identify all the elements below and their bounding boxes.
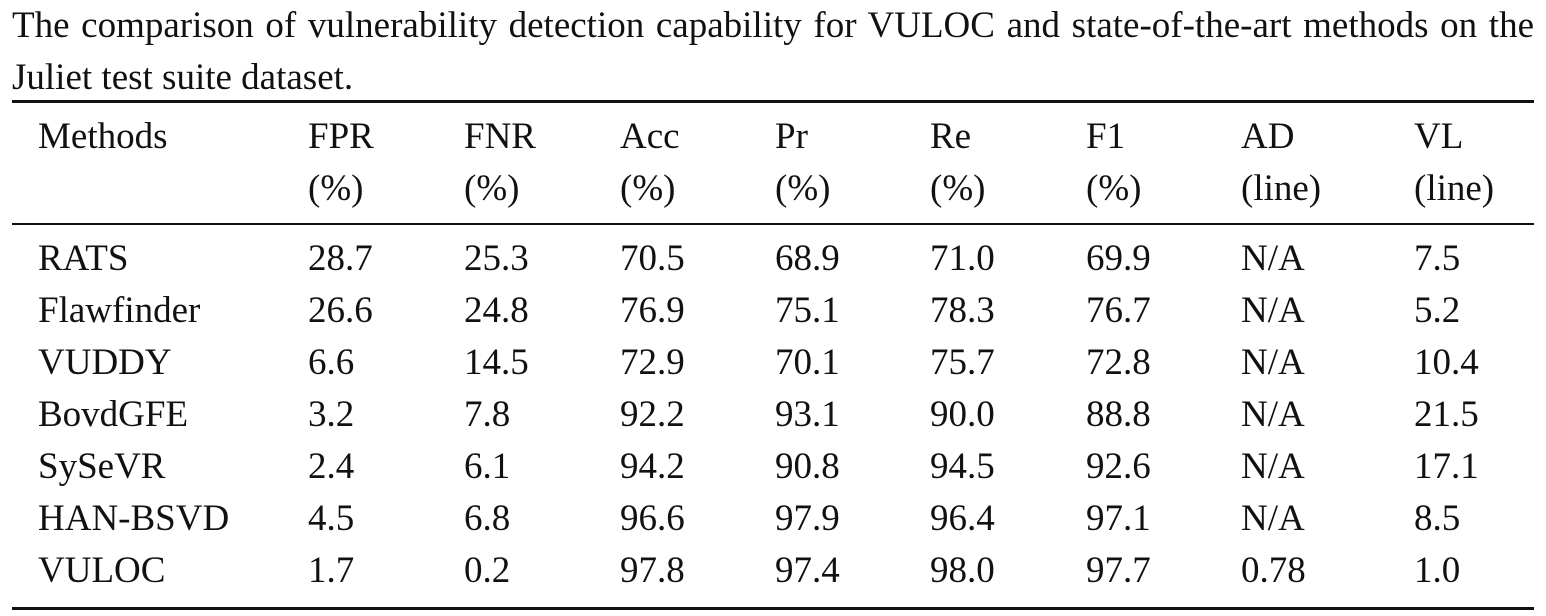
cell-vl: 17.1 bbox=[1414, 446, 1479, 487]
cell-acc: 76.9 bbox=[620, 290, 685, 331]
cell-vl: 7.5 bbox=[1414, 238, 1461, 279]
cell-method: Flawfinder bbox=[38, 290, 201, 331]
cell-fnr: 0.2 bbox=[464, 550, 511, 591]
cell-fpr: 2.4 bbox=[308, 446, 355, 487]
cell-pr: 93.1 bbox=[775, 394, 840, 435]
cell-pr: 70.1 bbox=[775, 342, 840, 383]
cell-re: 90.0 bbox=[930, 394, 995, 435]
cell-fnr: 25.3 bbox=[464, 238, 529, 279]
table-row: SySeVR 2.4 6.1 94.2 90.8 94.5 92.6 N/A 1… bbox=[0, 441, 1546, 493]
header-fnr: FNR (%) bbox=[464, 116, 536, 209]
cell-f1: 97.1 bbox=[1086, 498, 1151, 539]
table-row: BovdGFE 3.2 7.8 92.2 93.1 90.0 88.8 N/A … bbox=[0, 389, 1546, 441]
cell-acc: 92.2 bbox=[620, 394, 685, 435]
cell-fpr: 3.2 bbox=[308, 394, 355, 435]
cell-f1: 97.7 bbox=[1086, 550, 1151, 591]
cell-ad: N/A bbox=[1241, 446, 1305, 487]
cell-method: SySeVR bbox=[38, 446, 166, 487]
cell-acc: 72.9 bbox=[620, 342, 685, 383]
cell-method: VULOC bbox=[38, 550, 166, 591]
cell-vl: 1.0 bbox=[1414, 550, 1461, 591]
table-header-rule bbox=[12, 223, 1534, 225]
cell-acc: 96.6 bbox=[620, 498, 685, 539]
cell-re: 98.0 bbox=[930, 550, 995, 591]
cell-method: VUDDY bbox=[38, 342, 172, 383]
table-top-rule bbox=[12, 100, 1534, 103]
cell-vl: 10.4 bbox=[1414, 342, 1479, 383]
cell-method: RATS bbox=[38, 238, 129, 279]
cell-vl: 5.2 bbox=[1414, 290, 1461, 331]
cell-method: BovdGFE bbox=[38, 394, 189, 435]
table-row: RATS 28.7 25.3 70.5 68.9 71.0 69.9 N/A 7… bbox=[0, 233, 1546, 285]
cell-ad: N/A bbox=[1241, 342, 1305, 383]
cell-vl: 8.5 bbox=[1414, 498, 1461, 539]
cell-pr: 97.9 bbox=[775, 498, 840, 539]
table-row: Flawfinder 26.6 24.8 76.9 75.1 78.3 76.7… bbox=[0, 285, 1546, 337]
cell-re: 75.7 bbox=[930, 342, 995, 383]
cell-fnr: 7.8 bbox=[464, 394, 511, 435]
cell-f1: 69.9 bbox=[1086, 238, 1151, 279]
table-row: VUDDY 6.6 14.5 72.9 70.1 75.7 72.8 N/A 1… bbox=[0, 337, 1546, 389]
cell-re: 78.3 bbox=[930, 290, 995, 331]
cell-fpr: 28.7 bbox=[308, 238, 373, 279]
cell-acc: 97.8 bbox=[620, 550, 685, 591]
cell-fnr: 14.5 bbox=[464, 342, 529, 383]
header-pr: Pr (%) bbox=[775, 116, 831, 209]
cell-fnr: 6.1 bbox=[464, 446, 511, 487]
cell-pr: 90.8 bbox=[775, 446, 840, 487]
table-row: VULOC 1.7 0.2 97.8 97.4 98.0 97.7 0.78 1… bbox=[0, 545, 1546, 597]
cell-f1: 72.8 bbox=[1086, 342, 1151, 383]
cell-vl: 21.5 bbox=[1414, 394, 1479, 435]
header-fpr: FPR (%) bbox=[308, 116, 374, 209]
cell-f1: 76.7 bbox=[1086, 290, 1151, 331]
cell-ad: N/A bbox=[1241, 498, 1305, 539]
cell-ad: N/A bbox=[1241, 238, 1305, 279]
cell-pr: 75.1 bbox=[775, 290, 840, 331]
cell-fpr: 4.5 bbox=[308, 498, 355, 539]
cell-fpr: 6.6 bbox=[308, 342, 355, 383]
cell-re: 71.0 bbox=[930, 238, 995, 279]
cell-ad: 0.78 bbox=[1241, 550, 1306, 591]
cell-fnr: 24.8 bbox=[464, 290, 529, 331]
cell-ad: N/A bbox=[1241, 394, 1305, 435]
table-caption: The comparison of vulnerability detectio… bbox=[12, 5, 1534, 98]
cell-method: HAN-BSVD bbox=[38, 498, 230, 539]
cell-f1: 88.8 bbox=[1086, 394, 1151, 435]
cell-fpr: 1.7 bbox=[308, 550, 355, 591]
table-bottom-rule bbox=[12, 607, 1534, 610]
header-acc: Acc (%) bbox=[620, 116, 680, 209]
header-ad: AD (line) bbox=[1241, 116, 1322, 209]
cell-re: 96.4 bbox=[930, 498, 995, 539]
cell-ad: N/A bbox=[1241, 290, 1305, 331]
header-vl: VL (line) bbox=[1414, 116, 1495, 209]
header-methods: Methods bbox=[38, 116, 168, 157]
cell-re: 94.5 bbox=[930, 446, 995, 487]
cell-fpr: 26.6 bbox=[308, 290, 373, 331]
cell-pr: 97.4 bbox=[775, 550, 840, 591]
cell-pr: 68.9 bbox=[775, 238, 840, 279]
header-re: Re (%) bbox=[930, 116, 986, 209]
table-row: HAN-BSVD 4.5 6.8 96.6 97.9 96.4 97.1 N/A… bbox=[0, 493, 1546, 545]
cell-f1: 92.6 bbox=[1086, 446, 1151, 487]
cell-acc: 70.5 bbox=[620, 238, 685, 279]
cell-fnr: 6.8 bbox=[464, 498, 511, 539]
header-f1: F1 (%) bbox=[1086, 116, 1142, 209]
cell-acc: 94.2 bbox=[620, 446, 685, 487]
